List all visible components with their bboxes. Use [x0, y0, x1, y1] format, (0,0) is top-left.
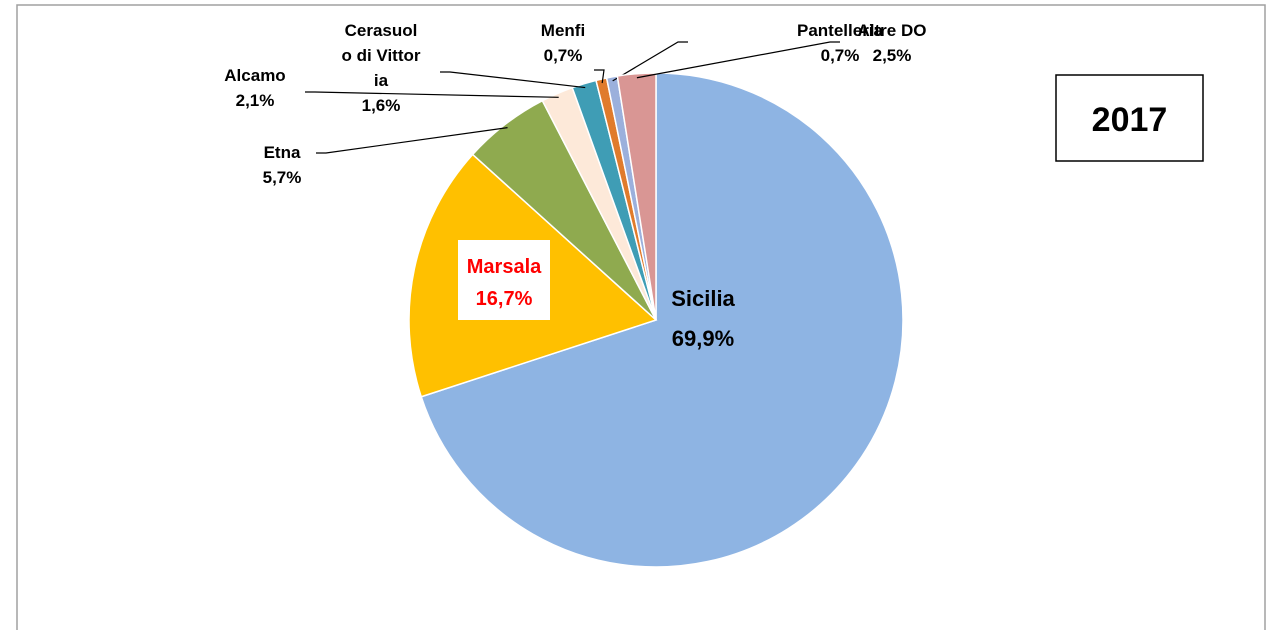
slice-value-label: 69,9% [672, 326, 734, 351]
slice-value-label: 0,7% [820, 46, 860, 65]
leader-line [612, 41, 688, 82]
slice-label-box: Altre DO 2,5% [842, 18, 942, 68]
slice-label-text: Pantelleria 0,7% [780, 18, 900, 68]
slice-label: Sicilia [671, 286, 735, 311]
slice-label: Marsala [467, 256, 542, 278]
slice-label-text: Etna 5,7% [242, 140, 322, 190]
leader-line [594, 69, 605, 84]
slice-label-box: Cerasuolo di Vittoria 1,6% [340, 18, 422, 118]
slice-label-text: Cerasuolo di Vittoria 1,6% [340, 18, 422, 118]
slice-label: Cerasuolo di Vittoria [341, 21, 421, 90]
title-box [1055, 74, 1204, 162]
leader-line [305, 91, 559, 98]
slice-label-box: Etna 5,7% [242, 140, 322, 190]
slice-label: Etna [263, 143, 301, 162]
slice-label: Altre DO [857, 21, 927, 40]
leader-line [316, 127, 508, 154]
slice-label-text: Altre DO 2,5% [842, 18, 942, 68]
slice-label-box: Menfi 0,7% [523, 18, 603, 68]
slice-label: Pantelleria [797, 21, 883, 40]
slice-label-box: Alcamo 2,1% [215, 63, 295, 113]
slice-value-label: 16,7% [476, 288, 533, 310]
chart-title: 2017 [1092, 101, 1168, 139]
pie-slice [420, 72, 904, 568]
slice-label-box: Pantelleria 0,7% [780, 18, 900, 68]
slice-value-label: 0,7% [543, 46, 583, 65]
leader-line [636, 41, 840, 79]
slice-label-text: Alcamo 2,1% [215, 63, 295, 113]
slice-value-label: 5,7% [262, 168, 302, 187]
slice-value-label: 2,5% [872, 46, 912, 65]
slice-label-text: Menfi 0,7% [523, 18, 603, 68]
slice-label: Menfi [540, 21, 586, 40]
pie-slice [616, 72, 657, 321]
slice-label: Alcamo [224, 66, 286, 85]
slice-value-label: 1,6% [361, 96, 401, 115]
leader-line [440, 71, 586, 89]
label-box [458, 240, 550, 320]
slice-value-label: 2,1% [235, 91, 275, 110]
